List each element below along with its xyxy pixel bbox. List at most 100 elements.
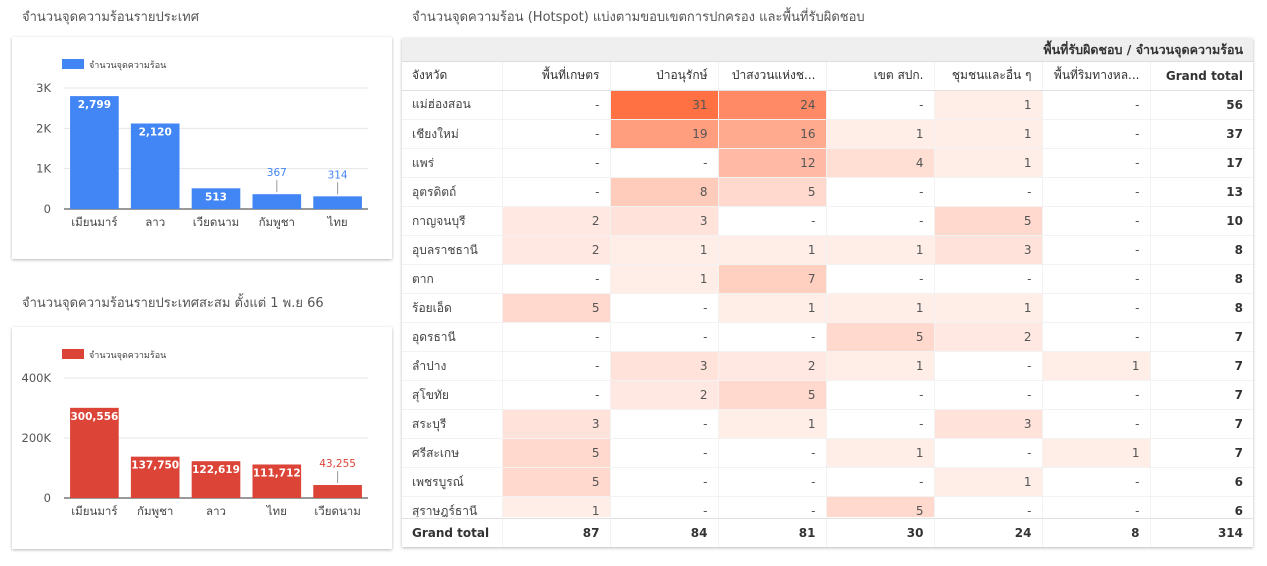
value-cell: 8 (610, 177, 719, 207)
country-hotspot-bar-chart: จำนวนจุดความร้อน 0 1K 2K 3K 2,799 เมียนมาร์ 2,1… (36, 59, 368, 229)
data-label: 300,556 (70, 411, 118, 423)
bar (252, 194, 302, 209)
pivot-row-header[interactable]: จังหวัด (402, 62, 503, 91)
y-tick-label: 3K (36, 81, 51, 95)
table-row: ลำปาง -3 2 1-1 7 (402, 351, 1253, 381)
value-cell: - (1042, 380, 1151, 410)
value-cell: - (934, 438, 1043, 468)
value-cell: - (934, 264, 1043, 294)
province-cell: เพชรบูรณ์ (402, 467, 503, 497)
value-cell: - (610, 293, 719, 323)
value-cell: - (718, 496, 827, 517)
value-cell: 1 (934, 293, 1043, 323)
bar (313, 485, 362, 498)
x-tick-label: ลาว (145, 215, 165, 229)
chart1-title: จำนวนจุดความร้อนรายประเทศ (22, 10, 199, 25)
value-cell: 1 (826, 119, 935, 149)
value-cell: - (826, 206, 935, 236)
pivot-grand-total: 314 (1217, 526, 1243, 540)
pivot-column-total: 24 (934, 519, 1043, 547)
pivot-footer: Grand total 87 84 81 30 24 8 314 (402, 518, 1253, 547)
pivot-total-row: Grand total 87 84 81 30 24 8 314 (402, 519, 1253, 547)
province-cell: เชียงใหม่ (402, 119, 503, 149)
value-cell: 2 (718, 351, 827, 381)
province-cell: อุดรธานี (402, 322, 503, 352)
value-cell: 3 (502, 409, 611, 439)
bar (70, 407, 119, 498)
pivot-column-header[interactable]: ป่าสงวนแห่งช... (718, 62, 827, 91)
row-total-cell: 8 (1150, 264, 1253, 294)
row-total-cell: 56 (1150, 90, 1253, 120)
pivot-column-header[interactable]: พื้นที่ริมทางหล... (1042, 62, 1151, 91)
value-cell: - (502, 148, 611, 178)
value-cell: 1 (1042, 351, 1151, 381)
province-cell: ศรีสะเกษ (402, 438, 503, 468)
bar (70, 96, 119, 209)
province-pivot-table: พื้นที่รับผิดชอบ / จำนวนจุดความร้อน จังห… (402, 38, 1253, 547)
pivot-column-header[interactable]: ชุมชนและอื่น ๆ (934, 62, 1043, 91)
row-total-cell: 37 (1150, 119, 1253, 149)
value-cell: - (718, 467, 827, 497)
value-cell: 5 (718, 380, 827, 410)
value-cell: - (934, 496, 1043, 517)
value-cell: - (502, 322, 611, 352)
value-cell: 1 (718, 293, 827, 323)
pivot-title: จำนวนจุดความร้อน (Hotspot) แบ่งตามขอบเขต… (412, 10, 865, 25)
table-row: สุราษฎร์ธานี 1- -5- -6 (402, 496, 1253, 517)
value-cell: 1 (610, 235, 719, 265)
value-cell: - (1042, 496, 1151, 517)
pivot-column-total: 81 (718, 519, 827, 547)
pivot-total-header[interactable]: Grand total (1150, 62, 1253, 91)
x-tick-label: เวียดนาม (314, 504, 361, 518)
value-cell: 1 (1042, 438, 1151, 468)
bar (130, 123, 180, 209)
value-cell: 24 (718, 90, 827, 120)
x-tick-label: ลาว (206, 504, 226, 518)
table-row: อุดรธานี - - -5 2-7 (402, 322, 1253, 352)
pivot-column-header[interactable]: พื้นที่เกษตร (502, 62, 611, 91)
value-cell: 2 (502, 206, 611, 236)
province-cell: สุราษฎร์ธานี (402, 496, 503, 517)
x-tick-label: กัมพูชา (137, 504, 173, 518)
value-cell: 1 (826, 438, 935, 468)
value-cell: - (610, 322, 719, 352)
pivot-header-row: จังหวัด พื้นที่เกษตร ป่าอนุรักษ์ ป่าสงวน… (402, 62, 1253, 91)
pivot-column-header[interactable]: เขต สปก. (826, 62, 935, 91)
table-row: แม่ฮ่องสอน -31 24-1-56 (402, 90, 1253, 120)
value-cell: 1 (718, 235, 827, 265)
table-row: อุบลราชธานี 2 1 1 1 3-8 (402, 235, 1253, 265)
pivot-column-header[interactable]: ป่าอนุรักษ์ (610, 62, 719, 91)
row-total-cell: 8 (1150, 235, 1253, 265)
value-cell: - (502, 119, 611, 149)
value-cell: 3 (934, 235, 1043, 265)
value-cell: 12 (718, 148, 827, 178)
value-cell: - (826, 177, 935, 207)
bar (191, 188, 241, 209)
x-tick-label: กัมพูชา (259, 215, 295, 229)
table-row: สระบุรี 3-1-3-7 (402, 409, 1253, 439)
value-cell: - (1042, 206, 1151, 236)
value-cell: 2 (502, 235, 611, 265)
value-cell: 5 (502, 293, 611, 323)
bar (313, 196, 362, 209)
y-tick-label: 1K (36, 162, 51, 176)
legend-swatch (62, 349, 84, 359)
pivot-column-total: 87 (502, 519, 611, 547)
value-cell: - (1042, 235, 1151, 265)
value-cell: 2 (610, 380, 719, 410)
value-cell: - (610, 496, 719, 517)
pivot-column-group-header: พื้นที่รับผิดชอบ / จำนวนจุดความร้อน (402, 38, 1253, 62)
pivot-body[interactable]: แม่ฮ่องสอน -31 24-1-56 เชียงใหม่ -19 16 1 1-37 แ… (402, 90, 1253, 517)
value-cell: 5 (826, 496, 935, 517)
data-label: 2,799 (78, 99, 111, 111)
row-total-cell: 7 (1150, 438, 1253, 468)
value-cell: - (1042, 148, 1151, 178)
row-total-cell: 13 (1150, 177, 1253, 207)
value-cell: 5 (934, 206, 1043, 236)
pivot-total-label: Grand total (402, 519, 503, 547)
value-cell: 1 (610, 264, 719, 294)
province-cell: แพร่ (402, 148, 503, 178)
table-row: แพร่ - -12 4 1-17 (402, 148, 1253, 178)
data-label: 43,255 (319, 458, 356, 470)
row-total-cell: 7 (1150, 380, 1253, 410)
